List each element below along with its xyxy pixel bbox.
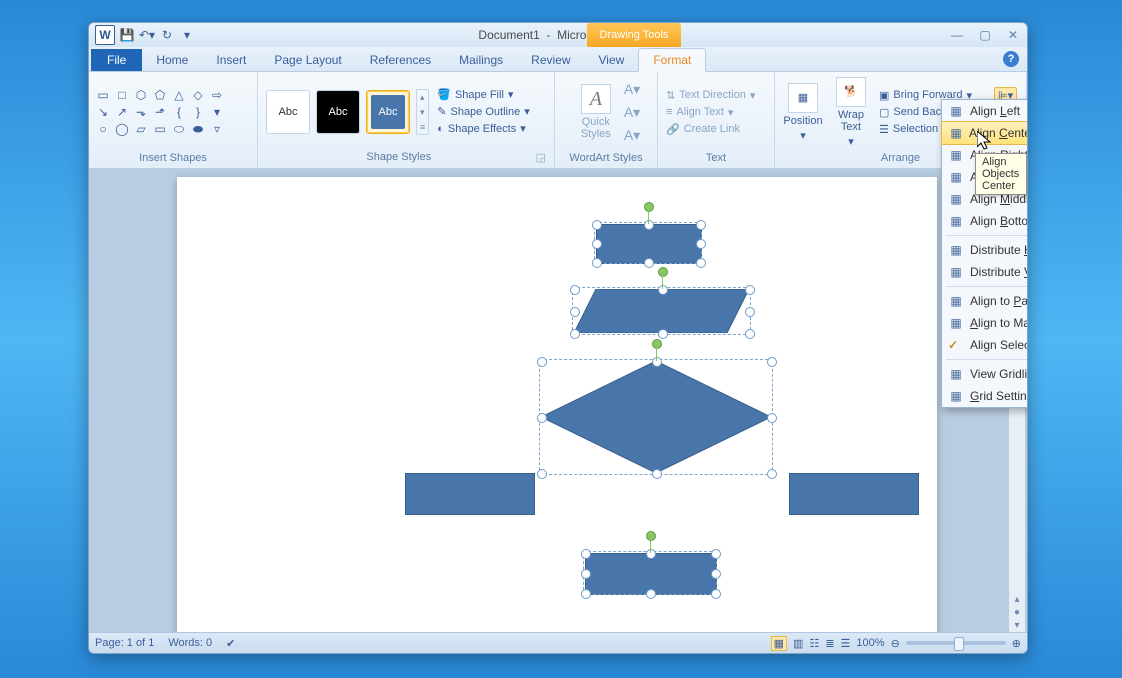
position-button[interactable]: ▦ Position▾	[779, 83, 827, 142]
shapes-gallery[interactable]: ▭□⬡⬠△◇⇨ ↘↗⬎⬏{}▾ ○◯▱▭⬭⬬▿	[93, 86, 245, 138]
wrap-icon: 🐕	[836, 77, 866, 107]
quick-styles-button[interactable]: A Quick Styles	[572, 84, 620, 140]
redo-icon[interactable]: ↻	[159, 27, 175, 43]
style-thumb-selected[interactable]: Abc	[366, 90, 410, 134]
flowchart-rect[interactable]	[405, 473, 533, 513]
shape-outline-button[interactable]: ✎Shape Outline ▾	[437, 105, 529, 118]
group-label: WordArt Styles	[559, 150, 653, 166]
proofing-icon[interactable]: ✔	[226, 637, 235, 650]
align-text-button[interactable]: ≡ Align Text ▾	[666, 106, 755, 119]
menu-view-gridlines[interactable]: ▦View Gridlines	[942, 363, 1028, 385]
shape-style-gallery[interactable]: Abc Abc Abc ▴▾≡	[262, 89, 433, 135]
browse-icon[interactable]: ●	[1014, 607, 1020, 618]
menu-grid-settings[interactable]: ▦Grid Settings...	[942, 385, 1028, 407]
bucket-icon: 🪣	[437, 88, 451, 101]
menu-align-center[interactable]: ▦Align Center	[941, 121, 1028, 145]
window-title: Document1 - Microsoft Word	[89, 28, 1027, 42]
view-outline-icon[interactable]: ≣	[825, 637, 834, 650]
view-web-icon[interactable]: ☷	[809, 637, 819, 650]
group-label: Shape Styles ◲	[262, 149, 550, 166]
text-effects-icon[interactable]: A▾	[624, 127, 640, 144]
menu-dist-v[interactable]: ▦Distribute Vertically	[942, 261, 1028, 283]
view-draft-icon[interactable]: ☰	[841, 637, 851, 650]
tab-file[interactable]: File	[91, 49, 142, 71]
zoom-in-icon[interactable]: ⊕	[1012, 637, 1021, 650]
tab-page-layout[interactable]: Page Layout	[260, 49, 355, 71]
effects-icon: ◐	[437, 123, 444, 135]
word-window: W 💾 ↶▾ ↻ ▾ Document1 - Microsoft Word Dr…	[88, 22, 1028, 654]
position-icon: ▦	[788, 83, 818, 113]
zoom-out-icon[interactable]: ⊖	[891, 637, 900, 650]
tab-home[interactable]: Home	[142, 49, 202, 71]
flowchart-diamond[interactable]	[541, 361, 771, 473]
statusbar: Page: 1 of 1 Words: 0 ✔ ▦ ▥ ☷ ≣ ☰ 100% ⊖…	[89, 632, 1027, 653]
text-direction-button[interactable]: ⇅ Text Direction ▾	[666, 89, 755, 102]
tab-references[interactable]: References	[356, 49, 445, 71]
text-fill-icon[interactable]: A▾	[624, 81, 640, 98]
next-page-icon[interactable]: ▾	[1014, 620, 1019, 631]
help-icon[interactable]: ?	[1003, 51, 1019, 67]
zoom-level[interactable]: 100%	[856, 637, 884, 649]
shape-effects-button[interactable]: ◐Shape Effects ▾	[437, 122, 529, 135]
word-count[interactable]: Words: 0	[168, 637, 212, 649]
pen-icon: ✎	[437, 105, 446, 118]
menu-dist-h[interactable]: ▦Distribute Horizontally	[942, 239, 1028, 261]
undo-icon[interactable]: ↶▾	[139, 27, 155, 43]
tooltip-align-center: Align Objects Center	[975, 153, 1027, 195]
word-icon: W	[95, 25, 115, 45]
group-wordart-styles: A Quick Styles A▾ A▾ A▾ WordArt Styles	[555, 72, 658, 168]
qat-more-icon[interactable]: ▾	[179, 27, 195, 43]
group-insert-shapes: ▭□⬡⬠△◇⇨ ↘↗⬎⬏{}▾ ○◯▱▭⬭⬬▿ Insert Shapes	[89, 72, 258, 168]
flowchart-rect[interactable]	[596, 224, 700, 262]
close-button[interactable]: ✕	[1005, 27, 1021, 43]
menu-align-bottom[interactable]: ▦Align Bottom	[942, 210, 1028, 232]
tab-view[interactable]: View	[585, 49, 639, 71]
flowchart-rect[interactable]	[585, 553, 715, 593]
group-shape-styles: Abc Abc Abc ▴▾≡ 🪣Shape Fill ▾ ✎Shape Out…	[258, 72, 555, 168]
tab-format[interactable]: Format	[638, 48, 706, 72]
quick-access-toolbar: W 💾 ↶▾ ↻ ▾	[89, 25, 201, 45]
ribbon-tabs: File Home Insert Page Layout References …	[89, 47, 1027, 72]
wrap-text-button[interactable]: 🐕 Wrap Text▾	[827, 77, 875, 148]
page[interactable]	[177, 177, 937, 633]
flowchart-rect[interactable]	[789, 473, 917, 513]
group-text: ⇅ Text Direction ▾ ≡ Align Text ▾ 🔗 Crea…	[658, 72, 775, 168]
create-link-button[interactable]: 🔗 Create Link	[666, 123, 755, 136]
text-outline-icon[interactable]: A▾	[624, 104, 640, 121]
menu-align-page[interactable]: ▦Align to Page	[942, 290, 1028, 312]
group-label: Text	[662, 150, 770, 166]
save-icon[interactable]: 💾	[119, 27, 135, 43]
ribbon: ▭□⬡⬠△◇⇨ ↘↗⬎⬏{}▾ ○◯▱▭⬭⬬▿ Insert Shapes Ab…	[89, 72, 1027, 169]
zoom-slider[interactable]	[906, 641, 1006, 645]
menu-align-selected[interactable]: ✓Align Selected Objects	[942, 334, 1028, 356]
titlebar: W 💾 ↶▾ ↻ ▾ Document1 - Microsoft Word Dr…	[89, 23, 1027, 47]
style-thumb[interactable]: Abc	[266, 90, 310, 134]
menu-align-left[interactable]: ▦Align Left	[942, 100, 1028, 122]
menu-align-margin[interactable]: ▦Align to Margin	[942, 312, 1028, 334]
document-area: ▴ ● ▾	[89, 169, 1027, 633]
tab-review[interactable]: Review	[517, 49, 584, 71]
style-thumb[interactable]: Abc	[316, 90, 360, 134]
view-print-layout-icon[interactable]: ▦	[771, 636, 787, 651]
shape-fill-button[interactable]: 🪣Shape Fill ▾	[437, 88, 529, 101]
maximize-button[interactable]: ▢	[977, 27, 993, 43]
align-menu: ▦Align Left▦Align Center▦Align Right▦Ali…	[941, 99, 1028, 408]
view-reading-icon[interactable]: ▥	[793, 637, 803, 650]
context-tab-drawing-tools: Drawing Tools	[587, 23, 681, 47]
tab-mailings[interactable]: Mailings	[445, 49, 517, 71]
tab-insert[interactable]: Insert	[202, 49, 260, 71]
flowchart-para[interactable]	[574, 289, 749, 333]
group-label: Insert Shapes	[93, 150, 253, 166]
page-indicator[interactable]: Page: 1 of 1	[95, 637, 154, 649]
minimize-button[interactable]: —	[949, 27, 965, 43]
prev-page-icon[interactable]: ▴	[1014, 594, 1019, 605]
